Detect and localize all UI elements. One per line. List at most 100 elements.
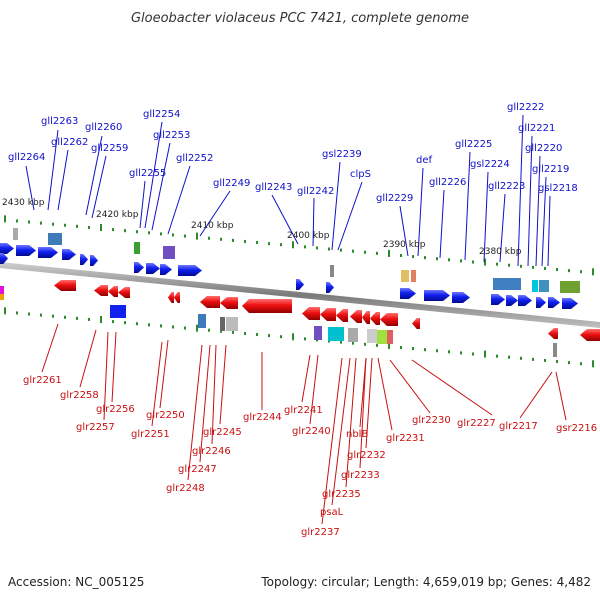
label-leader-line (312, 197, 315, 247)
gene-label[interactable]: glr2248 (166, 483, 205, 494)
tick-mark (148, 231, 150, 235)
tick-mark (256, 333, 258, 337)
tick-mark (124, 229, 126, 233)
label-leader-line (464, 151, 471, 261)
gene-label[interactable]: glr2241 (284, 405, 323, 416)
gene-label[interactable]: glr2233 (341, 470, 380, 481)
gene-label[interactable]: gll2225 (455, 139, 492, 150)
gene-label[interactable]: glr2246 (192, 446, 231, 457)
gene-label[interactable]: glr2240 (292, 426, 331, 437)
tick-mark (232, 238, 234, 242)
reverse-gene-arrow (320, 308, 336, 321)
tick-mark (220, 329, 222, 333)
gene-label[interactable]: glr2247 (178, 464, 217, 475)
gene-label[interactable]: glr2261 (23, 375, 62, 386)
gene-label[interactable]: glr2251 (131, 429, 170, 440)
tick-mark (112, 320, 114, 324)
forward-gene-arrow (506, 295, 518, 306)
gene-label[interactable]: gll2253 (153, 130, 190, 141)
feature-box (553, 343, 557, 357)
forward-gene-arrow (16, 245, 36, 256)
feature-box (198, 314, 206, 328)
gene-label[interactable]: gsl2224 (470, 159, 510, 170)
feature-box (0, 294, 4, 300)
gene-label[interactable]: gll2243 (255, 182, 292, 193)
gene-label[interactable]: gll2252 (176, 153, 213, 164)
forward-gene-arrow (38, 247, 58, 258)
gene-label[interactable]: glr2250 (146, 410, 185, 421)
gene-label[interactable]: clpS (350, 169, 371, 180)
gene-label[interactable]: glr2232 (347, 450, 386, 461)
label-leader-line (337, 181, 363, 251)
tick-mark (532, 357, 534, 361)
gene-label[interactable]: glr2257 (76, 422, 115, 433)
forward-gene-arrow (491, 294, 505, 305)
forward-gene-arrow (160, 264, 172, 275)
gene-label[interactable]: glr2231 (386, 433, 425, 444)
gene-label[interactable]: glr2235 (322, 489, 361, 500)
gene-label[interactable]: glr2227 (457, 418, 496, 429)
tick-mark (520, 264, 522, 268)
tick-mark (136, 230, 138, 234)
gene-label[interactable]: gll2262 (51, 137, 88, 148)
tick-mark (184, 326, 186, 330)
gene-label[interactable]: nblB (346, 429, 368, 440)
reverse-gene-arrow (336, 309, 348, 322)
gene-label[interactable]: gll2222 (507, 102, 544, 113)
gene-label[interactable]: gsl2218 (538, 183, 578, 194)
gene-label[interactable]: gll2259 (91, 143, 128, 154)
tick-mark (484, 258, 486, 266)
feature-box (532, 280, 538, 292)
tick-mark (112, 228, 114, 232)
gene-label[interactable]: gll2264 (8, 152, 45, 163)
tick-mark (196, 232, 198, 240)
gene-label[interactable]: glr2237 (301, 527, 340, 538)
feature-box (134, 242, 140, 254)
tick-mark (556, 360, 558, 364)
gene-label[interactable]: gll2254 (143, 109, 180, 120)
label-leader-line (527, 135, 533, 267)
gene-label[interactable]: gll2260 (85, 122, 122, 133)
reverse-gene-arrow (362, 311, 370, 324)
forward-gene-arrow (424, 290, 450, 301)
gene-label[interactable]: gll2249 (213, 178, 250, 189)
gene-label[interactable]: gll2229 (376, 193, 413, 204)
gene-label[interactable]: gsl2239 (322, 149, 362, 160)
gene-label[interactable]: gll2221 (518, 123, 555, 134)
gene-label[interactable]: gsr2216 (556, 423, 597, 434)
gene-label[interactable]: glr2217 (499, 421, 538, 432)
forward-gene-arrow (90, 255, 98, 266)
gene-label[interactable]: gll2263 (41, 116, 78, 127)
gene-label[interactable]: gll2219 (532, 164, 569, 175)
tick-mark (244, 331, 246, 335)
tick-mark (484, 350, 486, 358)
tick-mark (460, 351, 462, 355)
gene-label[interactable]: glr2258 (60, 390, 99, 401)
gene-label[interactable]: gll2226 (429, 177, 466, 188)
gene-label[interactable]: gll2255 (129, 168, 166, 179)
label-leader-line (57, 149, 69, 211)
tick-mark (412, 347, 414, 351)
label-leader-line (331, 357, 351, 506)
gene-label[interactable]: def (416, 155, 433, 166)
gene-label[interactable]: glr2230 (412, 415, 451, 426)
label-leader-line (144, 121, 163, 229)
label-leader-line (271, 194, 299, 245)
tick-mark (160, 232, 162, 236)
gene-label[interactable]: glr2244 (243, 412, 282, 423)
gene-label[interactable]: gll2242 (297, 186, 334, 197)
gene-label[interactable]: gll2220 (525, 143, 562, 154)
tick-mark (376, 251, 378, 255)
tick-mark (172, 325, 174, 329)
tick-mark (208, 328, 210, 332)
forward-gene-arrow (146, 263, 160, 274)
gene-label[interactable]: gll2223 (488, 181, 525, 192)
gene-label[interactable]: psaL (320, 507, 344, 518)
gene-label[interactable]: glr2256 (96, 404, 135, 415)
feature-box (560, 281, 580, 293)
label-leader-line (345, 357, 357, 488)
gene-arrows (0, 243, 600, 341)
tick-mark (460, 259, 462, 263)
gene-label[interactable]: glr2245 (203, 427, 242, 438)
